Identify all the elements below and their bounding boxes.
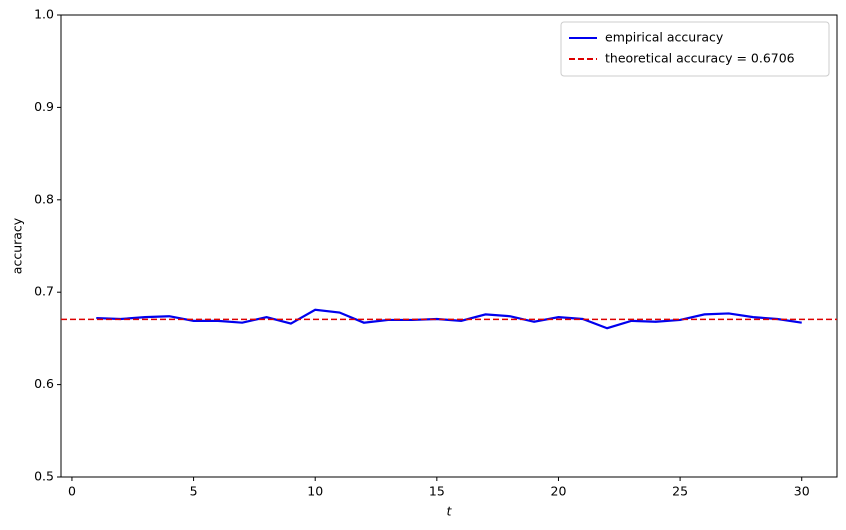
legend-label: empirical accuracy [605,30,724,45]
x-axis-label: t [447,504,453,519]
y-tick-label: 0.9 [34,99,54,114]
y-tick-label: 1.0 [34,7,54,22]
x-tick-label: 30 [794,484,810,499]
x-tick-label: 15 [429,484,445,499]
legend-label: theoretical accuracy = 0.6706 [605,51,795,66]
x-tick-label: 5 [190,484,198,499]
y-tick-label: 0.5 [34,469,54,484]
x-tick-label: 25 [672,484,688,499]
y-tick-label: 0.8 [34,191,54,206]
y-axis-label: accuracy [10,217,25,274]
x-tick-label: 10 [307,484,323,499]
y-tick-label: 0.6 [34,376,54,391]
legend-box [560,21,830,77]
plot-frame [60,14,838,478]
x-tick-label: 20 [551,484,567,499]
y-tick-label: 0.7 [34,284,54,299]
x-tick-label: 0 [68,484,76,499]
